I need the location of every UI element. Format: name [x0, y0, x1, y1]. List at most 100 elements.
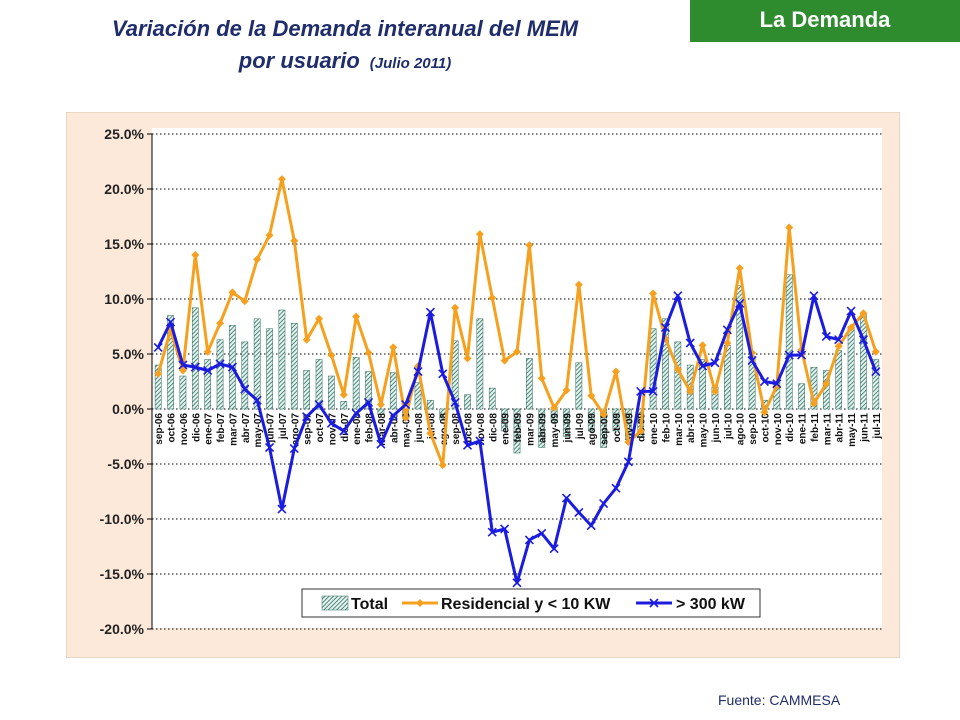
- total-bar: [785, 274, 793, 410]
- industrial-marker: [698, 361, 708, 371]
- total-bar: [167, 315, 174, 410]
- industrial-marker: [277, 504, 287, 514]
- x-tick-label: nov-08: [476, 413, 487, 446]
- total-bar: [216, 339, 224, 410]
- industrial-marker: [537, 528, 547, 538]
- x-tick-label: feb-08: [365, 413, 376, 443]
- residencial-marker: [438, 461, 447, 470]
- x-tick-label: dic-10: [785, 413, 796, 442]
- x-tick-label: abr-09: [538, 413, 549, 443]
- total-bar: [377, 408, 385, 415]
- industrial-marker: [326, 418, 336, 428]
- x-tick-label: feb-09: [513, 413, 524, 443]
- residencial-marker: [537, 374, 546, 383]
- page-title: Variación de la Demanda interanual del M…: [111, 16, 579, 41]
- x-tick-label: may-11: [847, 413, 858, 447]
- demand-chart: 25.0% 20.0% 15.0% 10.0% 5.0% 0.0% -5.0% -10.0% -…: [66, 112, 900, 658]
- residencial-marker: [834, 342, 843, 351]
- total-bar: [290, 322, 298, 410]
- total-bar: [575, 362, 583, 410]
- y-tick-label: 15.0%: [104, 236, 144, 252]
- x-tick-label: may-09: [550, 413, 561, 448]
- x-tick-label: oct-06: [167, 413, 178, 443]
- industrial-marker: [487, 527, 497, 537]
- industrial-marker: [376, 439, 386, 449]
- industrial-marker: [190, 362, 200, 372]
- industrial-marker: [203, 365, 213, 376]
- industrial-marker: [636, 386, 646, 396]
- residencial-marker: [203, 347, 212, 356]
- x-tick-label: sep-07: [303, 413, 314, 445]
- x-tick-label: may-08: [402, 413, 413, 448]
- total-bar: [538, 408, 546, 448]
- residencial-marker: [339, 390, 348, 399]
- x-tick-label: nov-09: [624, 413, 635, 446]
- industrial-marker: [821, 331, 831, 341]
- total-bar: [526, 358, 533, 410]
- total-bar: [798, 383, 805, 410]
- residencial-marker: [723, 339, 732, 347]
- residencial-marker: [352, 312, 361, 321]
- x-tick-label: dic-06: [191, 413, 202, 442]
- x-tick-label: feb-10: [661, 413, 672, 443]
- residencial-marker: [871, 347, 880, 356]
- residencial-marker: [488, 293, 497, 302]
- total-bar: [253, 318, 261, 410]
- x-tick-label: ene-09: [501, 413, 512, 445]
- x-tick-label: oct-10: [760, 413, 771, 443]
- residencial-marker: [686, 387, 695, 396]
- residencial-marker: [785, 223, 794, 232]
- y-tick-label: 0.0%: [112, 401, 144, 417]
- residencial-marker: [327, 351, 336, 360]
- total-bar: [315, 359, 323, 410]
- residencial-marker: [649, 289, 658, 298]
- residencial-marker: [451, 303, 460, 312]
- industrial-marker: [574, 507, 584, 517]
- total-bar: [464, 394, 471, 410]
- y-tick-label: -20.0%: [100, 621, 145, 637]
- industrial-marker: [648, 386, 658, 396]
- industrial-marker: [153, 342, 163, 352]
- industrial-marker: [710, 358, 720, 368]
- x-tick-label: oct-07: [315, 413, 326, 443]
- residencial-marker: [809, 399, 818, 408]
- total-bar: [488, 387, 496, 410]
- industrial-marker: [586, 521, 596, 531]
- plot-area: [152, 128, 882, 628]
- residencial-marker: [735, 264, 744, 273]
- section-badge: La Demanda: [690, 0, 960, 42]
- x-tick-label: ago-09: [587, 413, 598, 446]
- x-tick-label: mar-10: [674, 413, 685, 446]
- total-bar: [204, 359, 212, 410]
- industrial-marker: [685, 338, 695, 348]
- industrial-marker: [673, 291, 683, 301]
- industrial-marker: [351, 408, 361, 418]
- industrial-marker: [289, 444, 299, 454]
- industrial-marker: [413, 367, 423, 377]
- industrial-marker: [215, 359, 225, 369]
- total-bar: [278, 309, 286, 410]
- x-tick-label: mar-11: [822, 413, 833, 446]
- industrial-marker: [759, 376, 770, 387]
- x-tick-label: may-07: [253, 413, 264, 448]
- total-bar: [847, 326, 855, 410]
- residencial-marker: [859, 309, 868, 318]
- industrial-marker: [660, 323, 671, 333]
- industrial-marker: [388, 411, 398, 421]
- residencial-marker: [847, 323, 856, 332]
- x-tick-label: ago-10: [736, 413, 747, 446]
- x-tick-label: sep-08: [451, 413, 462, 445]
- industrial-marker: [858, 335, 869, 345]
- y-tick-label: 20.0%: [104, 181, 144, 197]
- total-bar: [563, 408, 570, 437]
- x-tick-label: jul-08: [426, 413, 437, 441]
- total-bar: [179, 375, 187, 410]
- industrial-marker: [549, 544, 559, 554]
- residencial-marker: [426, 429, 435, 438]
- legend-total-swatch: [321, 595, 349, 611]
- residencial-marker: [315, 314, 324, 323]
- x-tick-label: jun-09: [562, 413, 573, 444]
- x-tick-label: jul-07: [278, 413, 289, 441]
- total-bar: [662, 318, 669, 410]
- legend-residencial-label: Residencial y < 10 KW: [441, 596, 611, 613]
